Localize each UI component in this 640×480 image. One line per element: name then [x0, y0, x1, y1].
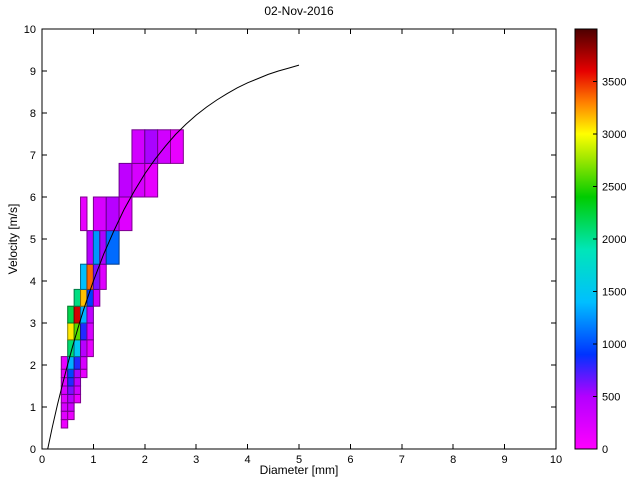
heatmap-cell [80, 339, 88, 358]
heatmap-cell [73, 305, 82, 324]
x-tick-label: 2 [142, 454, 148, 466]
heatmap-cell [67, 322, 75, 341]
heatmap-cell [73, 339, 82, 358]
heatmap-cell [60, 393, 69, 404]
y-tick-label: 10 [24, 24, 36, 36]
heatmap-cell [131, 129, 146, 164]
heatmap-cell [67, 393, 75, 404]
y-tick-label: 0 [30, 444, 36, 456]
heatmap-cell [157, 129, 171, 164]
y-tick-label: 2 [30, 360, 36, 372]
heatmap-cell [105, 196, 120, 232]
x-tick-label: 1 [90, 454, 96, 466]
axis-tick-labels: 0 1 2 3 4 5 6 7 8 9 10 0 1 2 3 4 5 6 7 8 9 10 [24, 24, 562, 466]
colorbar-tick-labels: 0 500 1000 1500 2000 2500 3000 3500 [593, 77, 626, 456]
colorbar-tick-label: 1000 [602, 339, 626, 351]
heatmap-cell [67, 402, 75, 412]
heatmap-cell [73, 385, 82, 395]
y-tick-label: 5 [30, 234, 36, 246]
heatmap-cell [60, 410, 69, 421]
x-tick-label: 10 [550, 454, 562, 466]
heatmap-cell [118, 196, 133, 232]
heatmap-cell [60, 419, 69, 429]
chart-title: 02-Nov-2016 [264, 4, 334, 18]
colorbar-tick-label: 2000 [602, 234, 626, 246]
colorbar-tick-label: 1500 [602, 287, 626, 299]
heatmap-cell [60, 402, 69, 412]
terminal-velocity-curve [47, 64, 300, 450]
y-tick-label: 9 [30, 66, 36, 78]
heatmap-cell [67, 410, 75, 421]
heatmap-cell [105, 230, 120, 265]
heatmap-cell [67, 356, 75, 370]
heatmap-cell [92, 230, 101, 265]
x-tick-label: 3 [193, 454, 199, 466]
colorbar [575, 29, 597, 449]
y-tick-label: 7 [30, 150, 36, 162]
heatmap-cell [86, 263, 94, 290]
y-tick-label: 4 [30, 276, 36, 288]
heatmap-cell [99, 263, 107, 290]
x-tick-label: 4 [245, 454, 251, 466]
heatmap-cell [92, 196, 107, 232]
heatmap-cell [67, 377, 75, 387]
heatmap-cell [73, 377, 82, 387]
axis-ticks [41, 28, 557, 450]
x-tick-label: 9 [502, 454, 508, 466]
heatmap-cell [67, 305, 75, 324]
x-tick-label: 5 [296, 454, 302, 466]
heatmap-cells [60, 129, 184, 429]
heatmap-cell [170, 129, 184, 164]
x-tick-label: 8 [450, 454, 456, 466]
x-axis-label: Diameter [mm] [259, 463, 339, 477]
heatmap-cell [73, 368, 82, 379]
heatmap-cell [86, 230, 94, 265]
heatmap-cell [73, 356, 82, 370]
heatmap-cell [86, 305, 94, 324]
heatmap-cell [80, 322, 88, 341]
heatmap-cell [73, 288, 82, 307]
heatmap-cell [86, 339, 94, 358]
heatmap-cell [92, 288, 101, 307]
colorbar-tick-label: 500 [602, 392, 620, 404]
heatmap-cell [73, 393, 82, 404]
heatmap-cell [118, 162, 133, 198]
x-tick-label: 7 [399, 454, 405, 466]
heatmap-cell [99, 230, 107, 265]
heatmap-cell [80, 263, 88, 290]
y-tick-label: 3 [30, 318, 36, 330]
heatmap-cell [67, 385, 75, 395]
y-axis-label: Velocity [m/s] [6, 203, 20, 275]
colorbar-tick-label: 2500 [602, 182, 626, 194]
heatmap-cell [80, 196, 88, 232]
colorbar-tick-label: 0 [602, 444, 608, 456]
y-tick-label: 1 [30, 402, 36, 414]
colorbar-tick-label: 3000 [602, 129, 626, 141]
heatmap-cell [80, 356, 88, 370]
heatmap-cell [67, 368, 75, 379]
colorbar-tick-label: 3500 [602, 77, 626, 89]
heatmap-cell [86, 322, 94, 341]
heatmap-cell [144, 162, 159, 198]
x-tick-label: 6 [347, 454, 353, 466]
heatmap-cell [80, 368, 88, 379]
y-tick-label: 8 [30, 108, 36, 120]
x-tick-label: 0 [39, 454, 45, 466]
y-tick-label: 6 [30, 192, 36, 204]
